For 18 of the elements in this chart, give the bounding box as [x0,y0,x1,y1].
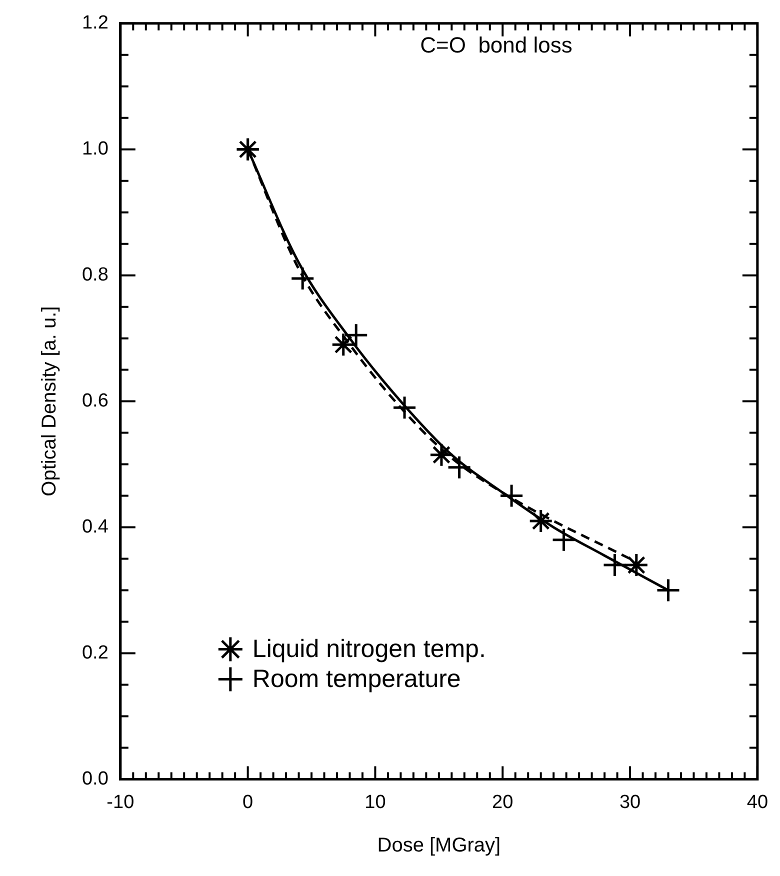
y-tick-label: 1.0 [82,138,108,160]
x-tick-label: -10 [106,792,134,813]
x-axis-title: Dose [MGray] [377,834,501,857]
y-tick-label: 1.2 [82,12,108,34]
x-tick-label: 0 [242,792,254,813]
x-tick-label: 30 [619,792,641,813]
x-tick-label: 20 [492,792,514,813]
chart-title: C=O bond loss [420,32,572,58]
legend-label: Room temperature [252,665,461,694]
legend-label: Liquid nitrogen temp. [252,635,486,664]
y-tick-label: 0.4 [82,516,109,538]
x-tick-label: 10 [364,792,386,813]
y-axis-title: Optical Density [a. u.] [38,306,61,496]
x-tick-label: 40 [746,792,768,813]
y-tick-label: 0.0 [82,768,108,790]
y-tick-label: 0.8 [82,264,108,286]
y-tick-label: 0.6 [82,390,108,412]
y-tick-label: 0.2 [82,642,108,664]
